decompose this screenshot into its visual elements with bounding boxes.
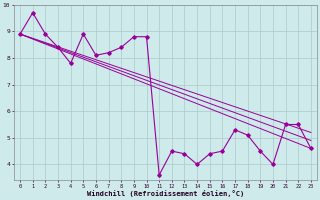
X-axis label: Windchill (Refroidissement éolien,°C): Windchill (Refroidissement éolien,°C) xyxy=(87,190,244,197)
